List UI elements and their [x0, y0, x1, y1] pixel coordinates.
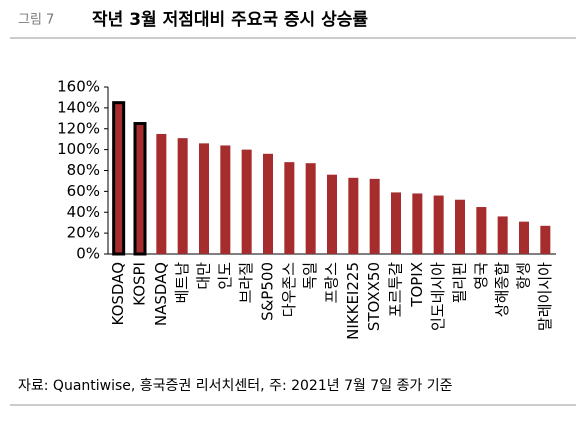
x-tick-label: KOSPI — [131, 262, 149, 306]
x-tick-label: 브라질 — [237, 262, 255, 303]
bar — [263, 153, 273, 254]
bar — [519, 221, 529, 254]
y-tick-label: 60% — [67, 182, 100, 200]
x-tick-label: 포르투갈 — [387, 262, 405, 317]
source-note: 자료: Quantiwise, 흥국증권 리서치센터, 주: 2021년 7월 … — [18, 378, 453, 394]
bar — [433, 195, 444, 254]
x-tick-label: 인도 — [216, 262, 234, 290]
bar — [540, 225, 551, 254]
bar — [177, 138, 188, 254]
x-tick-label: 영국 — [472, 262, 490, 290]
y-tick-label: 120% — [57, 119, 100, 137]
y-tick-label: 80% — [67, 161, 100, 179]
bar — [305, 163, 316, 254]
bar — [455, 199, 465, 254]
x-tick-label: 말레이시아 — [536, 262, 554, 331]
x-tick-label: 인도네시아 — [429, 262, 447, 331]
bar — [369, 178, 380, 254]
chart-title: 작년 3월 저점대비 주요국 증시 상승률 — [92, 10, 368, 30]
bar — [284, 162, 295, 254]
x-tick-label: 필리핀 — [451, 262, 469, 303]
bar — [241, 149, 252, 254]
x-tick-label: 독일 — [301, 262, 319, 290]
bar — [112, 101, 126, 256]
bar — [412, 193, 423, 254]
x-tick-label: 프랑스 — [323, 262, 341, 304]
y-tick-label: 0% — [76, 245, 100, 263]
bar — [199, 143, 209, 254]
y-tick-label: 140% — [57, 98, 100, 116]
x-tick-label: TOPIX — [408, 262, 426, 308]
x-tick-label: S&P500 — [259, 262, 277, 321]
y-tick-label: 20% — [67, 224, 100, 242]
y-tick-label: 100% — [57, 140, 100, 158]
x-tick-label: NASDAQ — [152, 262, 170, 326]
x-tick-label: 베트남 — [173, 262, 191, 304]
x-tick-label: 대만 — [195, 262, 213, 290]
x-tick-label: STOXX50 — [365, 262, 383, 331]
x-tick-label: 다우존스 — [280, 262, 298, 317]
bar — [497, 216, 508, 254]
bar — [348, 177, 359, 254]
x-tick-label: 항셍 — [515, 262, 533, 290]
bar — [220, 145, 231, 254]
bar — [476, 207, 487, 254]
figure-label: 그림 7 — [18, 13, 54, 28]
y-tick-label: 160% — [57, 78, 100, 96]
bar — [327, 174, 337, 254]
y-tick-label: 40% — [67, 203, 100, 221]
bar — [156, 133, 167, 254]
x-tick-label: KOSDAQ — [109, 262, 127, 325]
bar — [133, 122, 147, 256]
x-tick-label: NIKKEI225 — [344, 262, 362, 340]
x-tick-label: 상해종합 — [493, 262, 511, 317]
bar — [391, 192, 401, 254]
